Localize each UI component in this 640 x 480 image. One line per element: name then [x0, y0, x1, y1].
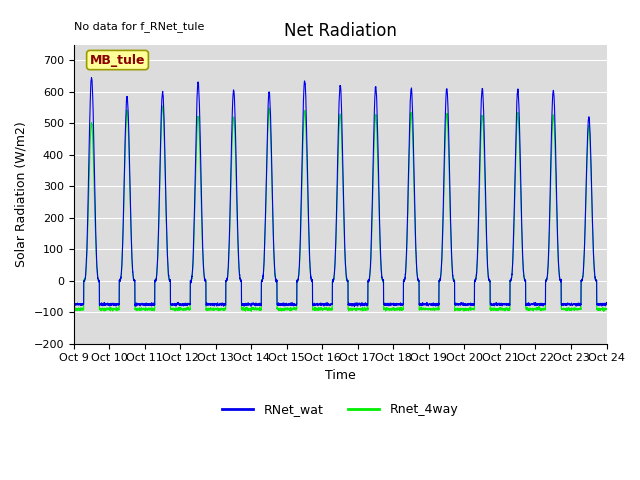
Rnet_4way	[602, 306, 610, 312]
Text: MB_tule: MB_tule	[90, 54, 145, 67]
Line: RNet_wat: RNet_wat	[74, 78, 607, 306]
Rnet_4way	[603, 307, 611, 312]
Rnet_4way	[321, 306, 328, 312]
RNet_wat	[351, 303, 358, 309]
RNet_wat	[602, 301, 610, 307]
RNet_wat	[603, 300, 611, 305]
Y-axis label: Solar Radiation (W/m2): Solar Radiation (W/m2)	[15, 121, 28, 267]
Rnet_4way	[166, 276, 173, 282]
Line: Rnet_4way: Rnet_4way	[74, 106, 607, 312]
Rnet_4way	[600, 309, 607, 314]
Rnet_4way	[490, 306, 497, 312]
Rnet_4way	[430, 306, 438, 312]
RNet_wat	[70, 301, 77, 307]
RNet_wat	[321, 300, 328, 306]
Rnet_4way	[70, 307, 77, 312]
Legend: RNet_wat, Rnet_4way: RNet_wat, Rnet_4way	[217, 398, 463, 421]
RNet_wat	[88, 75, 95, 81]
RNet_wat	[430, 301, 438, 307]
Text: No data for f_RNet_tule: No data for f_RNet_tule	[74, 21, 204, 32]
Title: Net Radiation: Net Radiation	[284, 22, 397, 40]
X-axis label: Time: Time	[324, 369, 355, 382]
Rnet_4way	[159, 103, 166, 109]
RNet_wat	[490, 302, 498, 308]
RNet_wat	[460, 301, 467, 307]
Rnet_4way	[460, 307, 467, 312]
RNet_wat	[166, 277, 173, 283]
